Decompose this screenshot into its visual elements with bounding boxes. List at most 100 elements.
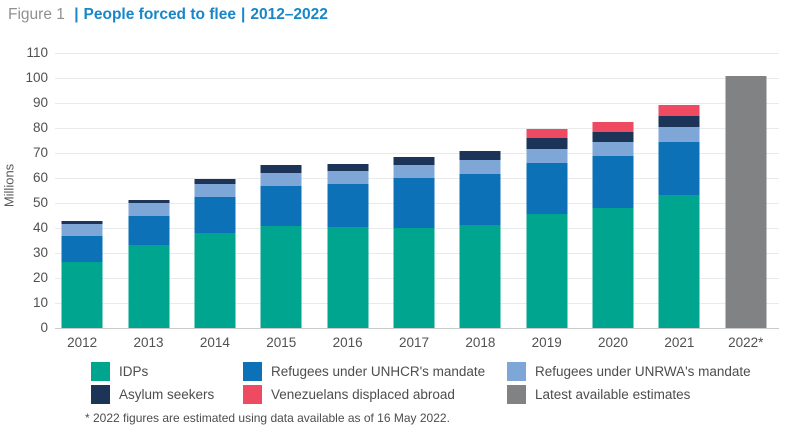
x-tick-label: 2014	[199, 335, 230, 350]
bar-segment	[526, 213, 568, 328]
bar-segment	[658, 115, 700, 128]
bar-segment	[61, 262, 103, 328]
bar-segment	[260, 226, 302, 328]
y-tick-label: 30	[32, 245, 48, 260]
y-tick-label: 50	[32, 195, 48, 210]
y-tick-label: 40	[32, 220, 48, 235]
bar-segment	[459, 159, 501, 174]
bar-segment	[128, 203, 170, 216]
bar-segment	[260, 164, 302, 173]
bar-segment	[393, 164, 435, 179]
bar-segment	[128, 200, 170, 203]
figure-title-prefix: Figure 1	[8, 6, 65, 23]
bar-segment	[459, 173, 501, 225]
bar-segment	[658, 127, 700, 142]
y-tick-label: 60	[32, 170, 48, 185]
x-tick-label: 2020	[598, 335, 629, 350]
y-tick-label: 20	[32, 270, 48, 285]
bar-segment	[526, 129, 568, 139]
bar-slot-2016: 2016	[314, 53, 380, 350]
stacked-bar-2014	[194, 179, 236, 328]
bar-slot-2014: 2014	[182, 53, 248, 350]
bar-segment	[658, 195, 700, 328]
bar-segment	[128, 215, 170, 245]
legend-label: Asylum seekers	[119, 386, 215, 402]
bar-segment	[194, 183, 236, 197]
y-tick-label: 70	[32, 145, 48, 160]
bar-slot-2022: 2022*	[713, 53, 779, 350]
stacked-bar-2015	[260, 164, 302, 328]
x-tick-label: 2015	[266, 335, 297, 350]
y-tick-label: 90	[32, 95, 48, 110]
bar-segment	[393, 157, 435, 165]
bar-slot-2013: 2013	[115, 53, 181, 350]
bar-segment	[725, 75, 767, 328]
bar-segment	[592, 131, 634, 142]
x-tick-label: 2013	[133, 335, 164, 350]
x-tick-label: 2017	[398, 335, 429, 350]
y-tick-label: 80	[32, 120, 48, 135]
y-tick-label: 110	[26, 45, 48, 60]
stacked-bar-2019	[526, 129, 568, 328]
legend-label: Venezuelans displaced abroad	[271, 386, 455, 402]
bar-segment	[393, 178, 435, 228]
bar-segment	[61, 235, 103, 262]
stacked-bar-2020	[592, 122, 634, 328]
bar-segment	[526, 148, 568, 163]
x-tick-label: 2012	[67, 335, 98, 350]
stacked-bar-2022	[725, 75, 767, 328]
stacked-bar-2017	[393, 157, 435, 328]
legend-label: Refugees under UNHCR's mandate	[271, 363, 486, 379]
bar-slot-2021: 2021	[646, 53, 712, 350]
gridline	[55, 128, 779, 129]
bar-segment	[128, 244, 170, 328]
gridline	[55, 78, 779, 79]
bar-segment	[194, 232, 236, 328]
figure-title: Figure 1 | People forced to flee | 2012–202…	[8, 6, 328, 24]
stacked-bar-2012	[61, 221, 103, 328]
stacked-bar-2021	[658, 104, 700, 328]
title-separator: |	[240, 6, 246, 23]
legend-item: Refugees under UNRWA's mandate	[507, 361, 751, 381]
legend-swatch	[243, 361, 262, 381]
figure-title-range: 2012–2022	[250, 6, 328, 23]
legend-swatch	[91, 384, 110, 404]
gridline	[55, 53, 779, 54]
figure-title-main: People forced to flee	[83, 6, 236, 23]
gridline	[55, 103, 779, 104]
chart-legend: IDPs Refugees under UNHCR's mandate Refuge…	[91, 361, 751, 404]
bar-segment	[61, 221, 103, 224]
bar-segment	[327, 164, 369, 171]
x-tick-label: 2019	[531, 335, 562, 350]
stacked-bar-2013	[128, 200, 170, 328]
stacked-bar-2018	[459, 151, 501, 328]
bar-segment	[194, 196, 236, 233]
bar-segment	[658, 141, 700, 195]
bar-segment	[526, 138, 568, 149]
legend-swatch	[507, 384, 526, 404]
legend-item: IDPs	[91, 361, 243, 381]
legend-item: Latest available estimates	[507, 384, 751, 404]
bar-segment	[459, 224, 501, 328]
stacked-bar-2016	[327, 164, 369, 328]
bar-segment	[393, 228, 435, 328]
gridline	[55, 153, 779, 154]
bar-segment	[260, 172, 302, 186]
legend-item: Refugees under UNHCR's mandate	[243, 361, 507, 381]
bar-segment	[592, 122, 634, 132]
x-tick-label: 2018	[465, 335, 496, 350]
bar-segment	[459, 151, 501, 160]
legend-label: IDPs	[119, 363, 149, 379]
bar-slot-2017: 2017	[381, 53, 447, 350]
legend-item: Asylum seekers	[91, 384, 243, 404]
legend-item: Venezuelans displaced abroad	[243, 384, 507, 404]
legend-label: Latest available estimates	[535, 386, 691, 402]
bar-segment	[61, 223, 103, 236]
bar-segment	[260, 185, 302, 226]
bar-segment	[592, 142, 634, 157]
bar-segment	[327, 184, 369, 228]
y-tick-label: 100	[25, 70, 48, 85]
legend-swatch	[91, 361, 110, 381]
bar-segment	[592, 156, 634, 208]
